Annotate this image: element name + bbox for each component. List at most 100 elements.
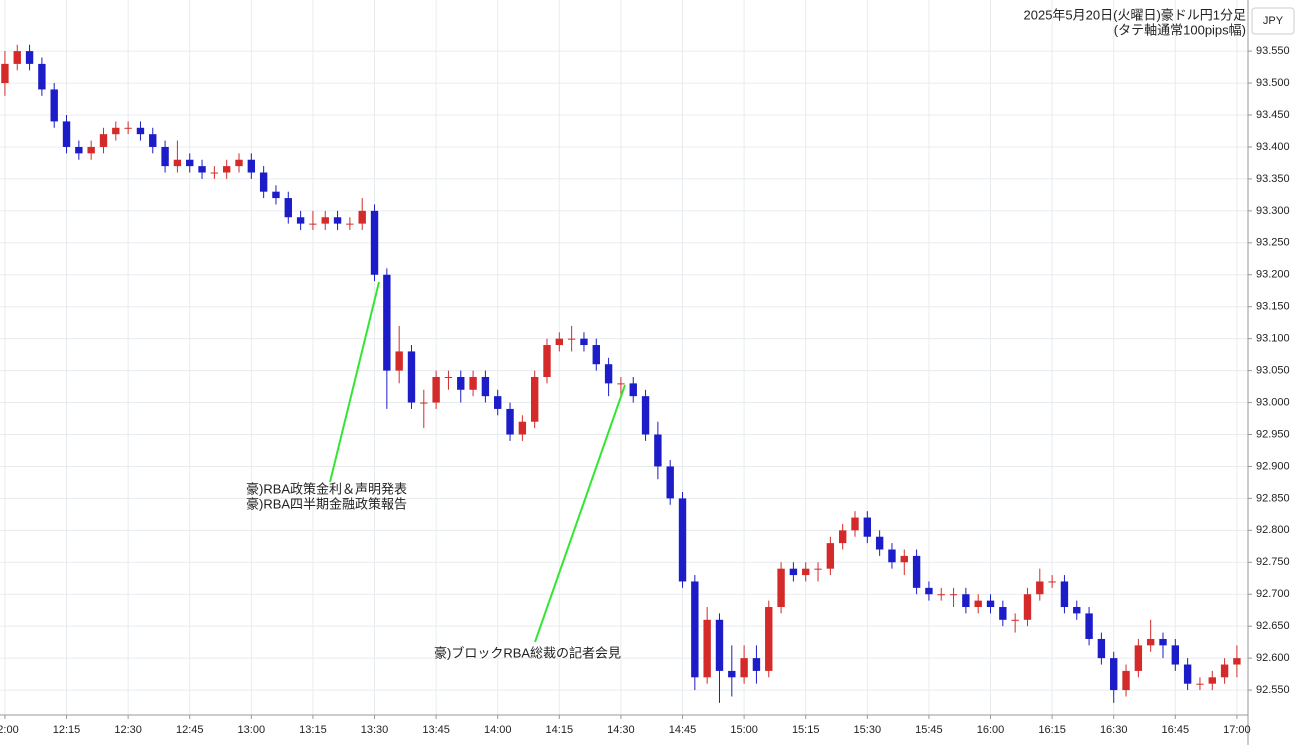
candle-body xyxy=(1085,613,1093,639)
candle-body xyxy=(912,555,921,588)
candle-body xyxy=(900,555,908,563)
candle-body xyxy=(87,146,95,154)
candle-body xyxy=(888,549,896,563)
x-tick-label: 15:00 xyxy=(730,724,758,736)
y-tick-label: 93.050 xyxy=(1256,365,1290,377)
candle-body xyxy=(604,364,613,384)
candle-body xyxy=(629,383,637,397)
annotation: 豪)RBA政策金利＆声明発表 xyxy=(246,481,407,496)
candle-body xyxy=(641,396,650,435)
y-tick-label: 92.600 xyxy=(1256,652,1290,664)
candle-body xyxy=(592,345,600,365)
candle-body xyxy=(186,159,194,167)
candle-body xyxy=(974,600,982,608)
candle-body xyxy=(149,134,157,147)
candle-body xyxy=(715,619,724,671)
chart-title: 2025年5月20日(火曜日)豪ドル円1分足 xyxy=(1024,7,1247,22)
candle-body xyxy=(1023,594,1032,620)
y-tick-label: 92.550 xyxy=(1256,684,1290,696)
candle-body xyxy=(617,383,625,385)
candle-body xyxy=(1208,677,1216,684)
candle-body xyxy=(1220,664,1229,678)
annotation-pointer xyxy=(534,384,626,643)
candle-body xyxy=(999,607,1007,620)
candle-body xyxy=(530,376,539,422)
candle-body xyxy=(678,498,687,582)
candle-body xyxy=(444,376,453,378)
candle-body xyxy=(346,223,354,225)
candle-body xyxy=(75,146,83,154)
candle-body xyxy=(1036,581,1044,595)
candle-body xyxy=(925,587,933,595)
x-tick-label: 15:15 xyxy=(792,724,820,736)
candle-body xyxy=(247,159,256,173)
y-tick-label: 93.250 xyxy=(1256,237,1290,249)
candle-body xyxy=(62,121,71,147)
candle-body xyxy=(728,670,736,678)
candle-body xyxy=(272,191,280,199)
candle-body xyxy=(99,134,108,147)
candle-body xyxy=(259,172,268,192)
y-tick-label: 93.000 xyxy=(1256,396,1290,408)
x-tick-label: 12:00 xyxy=(0,724,19,736)
y-tick-label: 93.450 xyxy=(1256,109,1290,121)
candle-body xyxy=(481,376,490,397)
candle-body xyxy=(370,210,379,275)
candle-body xyxy=(210,172,219,174)
candle-body xyxy=(518,421,527,435)
candle-body xyxy=(543,345,551,377)
x-tick-label: 12:45 xyxy=(176,724,204,736)
x-tick-label: 14:45 xyxy=(669,724,697,736)
candle-body xyxy=(555,338,564,346)
annotation: 豪)RBA四半期金融政策報告 xyxy=(246,496,407,511)
candle-body xyxy=(654,434,662,467)
candles xyxy=(1,44,1241,703)
candle-body xyxy=(962,594,970,608)
candle-body xyxy=(1134,645,1143,671)
y-tick-label: 92.650 xyxy=(1256,620,1290,632)
x-tick-label: 17:00 xyxy=(1223,724,1251,736)
candle-body xyxy=(666,466,674,499)
candle-body xyxy=(937,594,945,596)
candle-body xyxy=(333,217,342,224)
candle-body xyxy=(1196,683,1204,685)
annotation: 豪)ブロックRBA総裁の記者会見 xyxy=(434,645,621,660)
y-tick-label: 92.850 xyxy=(1256,492,1290,504)
candle-body xyxy=(1183,664,1192,684)
y-tick-label: 92.900 xyxy=(1256,460,1290,472)
candle-body xyxy=(580,338,588,346)
y-tick-label: 92.800 xyxy=(1256,524,1290,536)
y-tick-label: 93.150 xyxy=(1256,301,1290,313)
y-tick-label: 93.550 xyxy=(1256,45,1290,57)
candle-body xyxy=(13,51,21,64)
x-tick-label: 14:15 xyxy=(546,724,574,736)
candle-body xyxy=(494,396,502,409)
y-tick-label: 92.750 xyxy=(1256,556,1290,568)
candle-body xyxy=(136,127,145,135)
candle-body xyxy=(875,536,884,550)
x-tick-label: 14:30 xyxy=(607,724,635,736)
x-tick-label: 16:15 xyxy=(1038,724,1066,736)
candle-body xyxy=(432,376,440,403)
y-tick-label: 93.300 xyxy=(1256,205,1290,217)
annotation-pointer xyxy=(329,281,380,483)
candle-body xyxy=(949,594,958,596)
candle-body xyxy=(765,607,773,671)
candle-body xyxy=(383,274,391,371)
candle-body xyxy=(407,351,416,403)
x-tick-label: 16:30 xyxy=(1100,724,1128,736)
candle-body xyxy=(826,543,835,569)
candle-body xyxy=(1097,638,1106,659)
candle-body xyxy=(457,376,465,390)
candle-body xyxy=(1048,581,1056,583)
currency-box xyxy=(1251,7,1295,35)
candle-body xyxy=(567,338,576,340)
candle-body xyxy=(198,166,206,173)
y-tick-label: 92.700 xyxy=(1256,588,1290,600)
candle-body xyxy=(691,581,699,678)
candle-body xyxy=(358,210,366,224)
candle-body xyxy=(420,402,428,404)
candle-body xyxy=(1073,607,1081,614)
x-tick-label: 13:45 xyxy=(422,724,450,736)
